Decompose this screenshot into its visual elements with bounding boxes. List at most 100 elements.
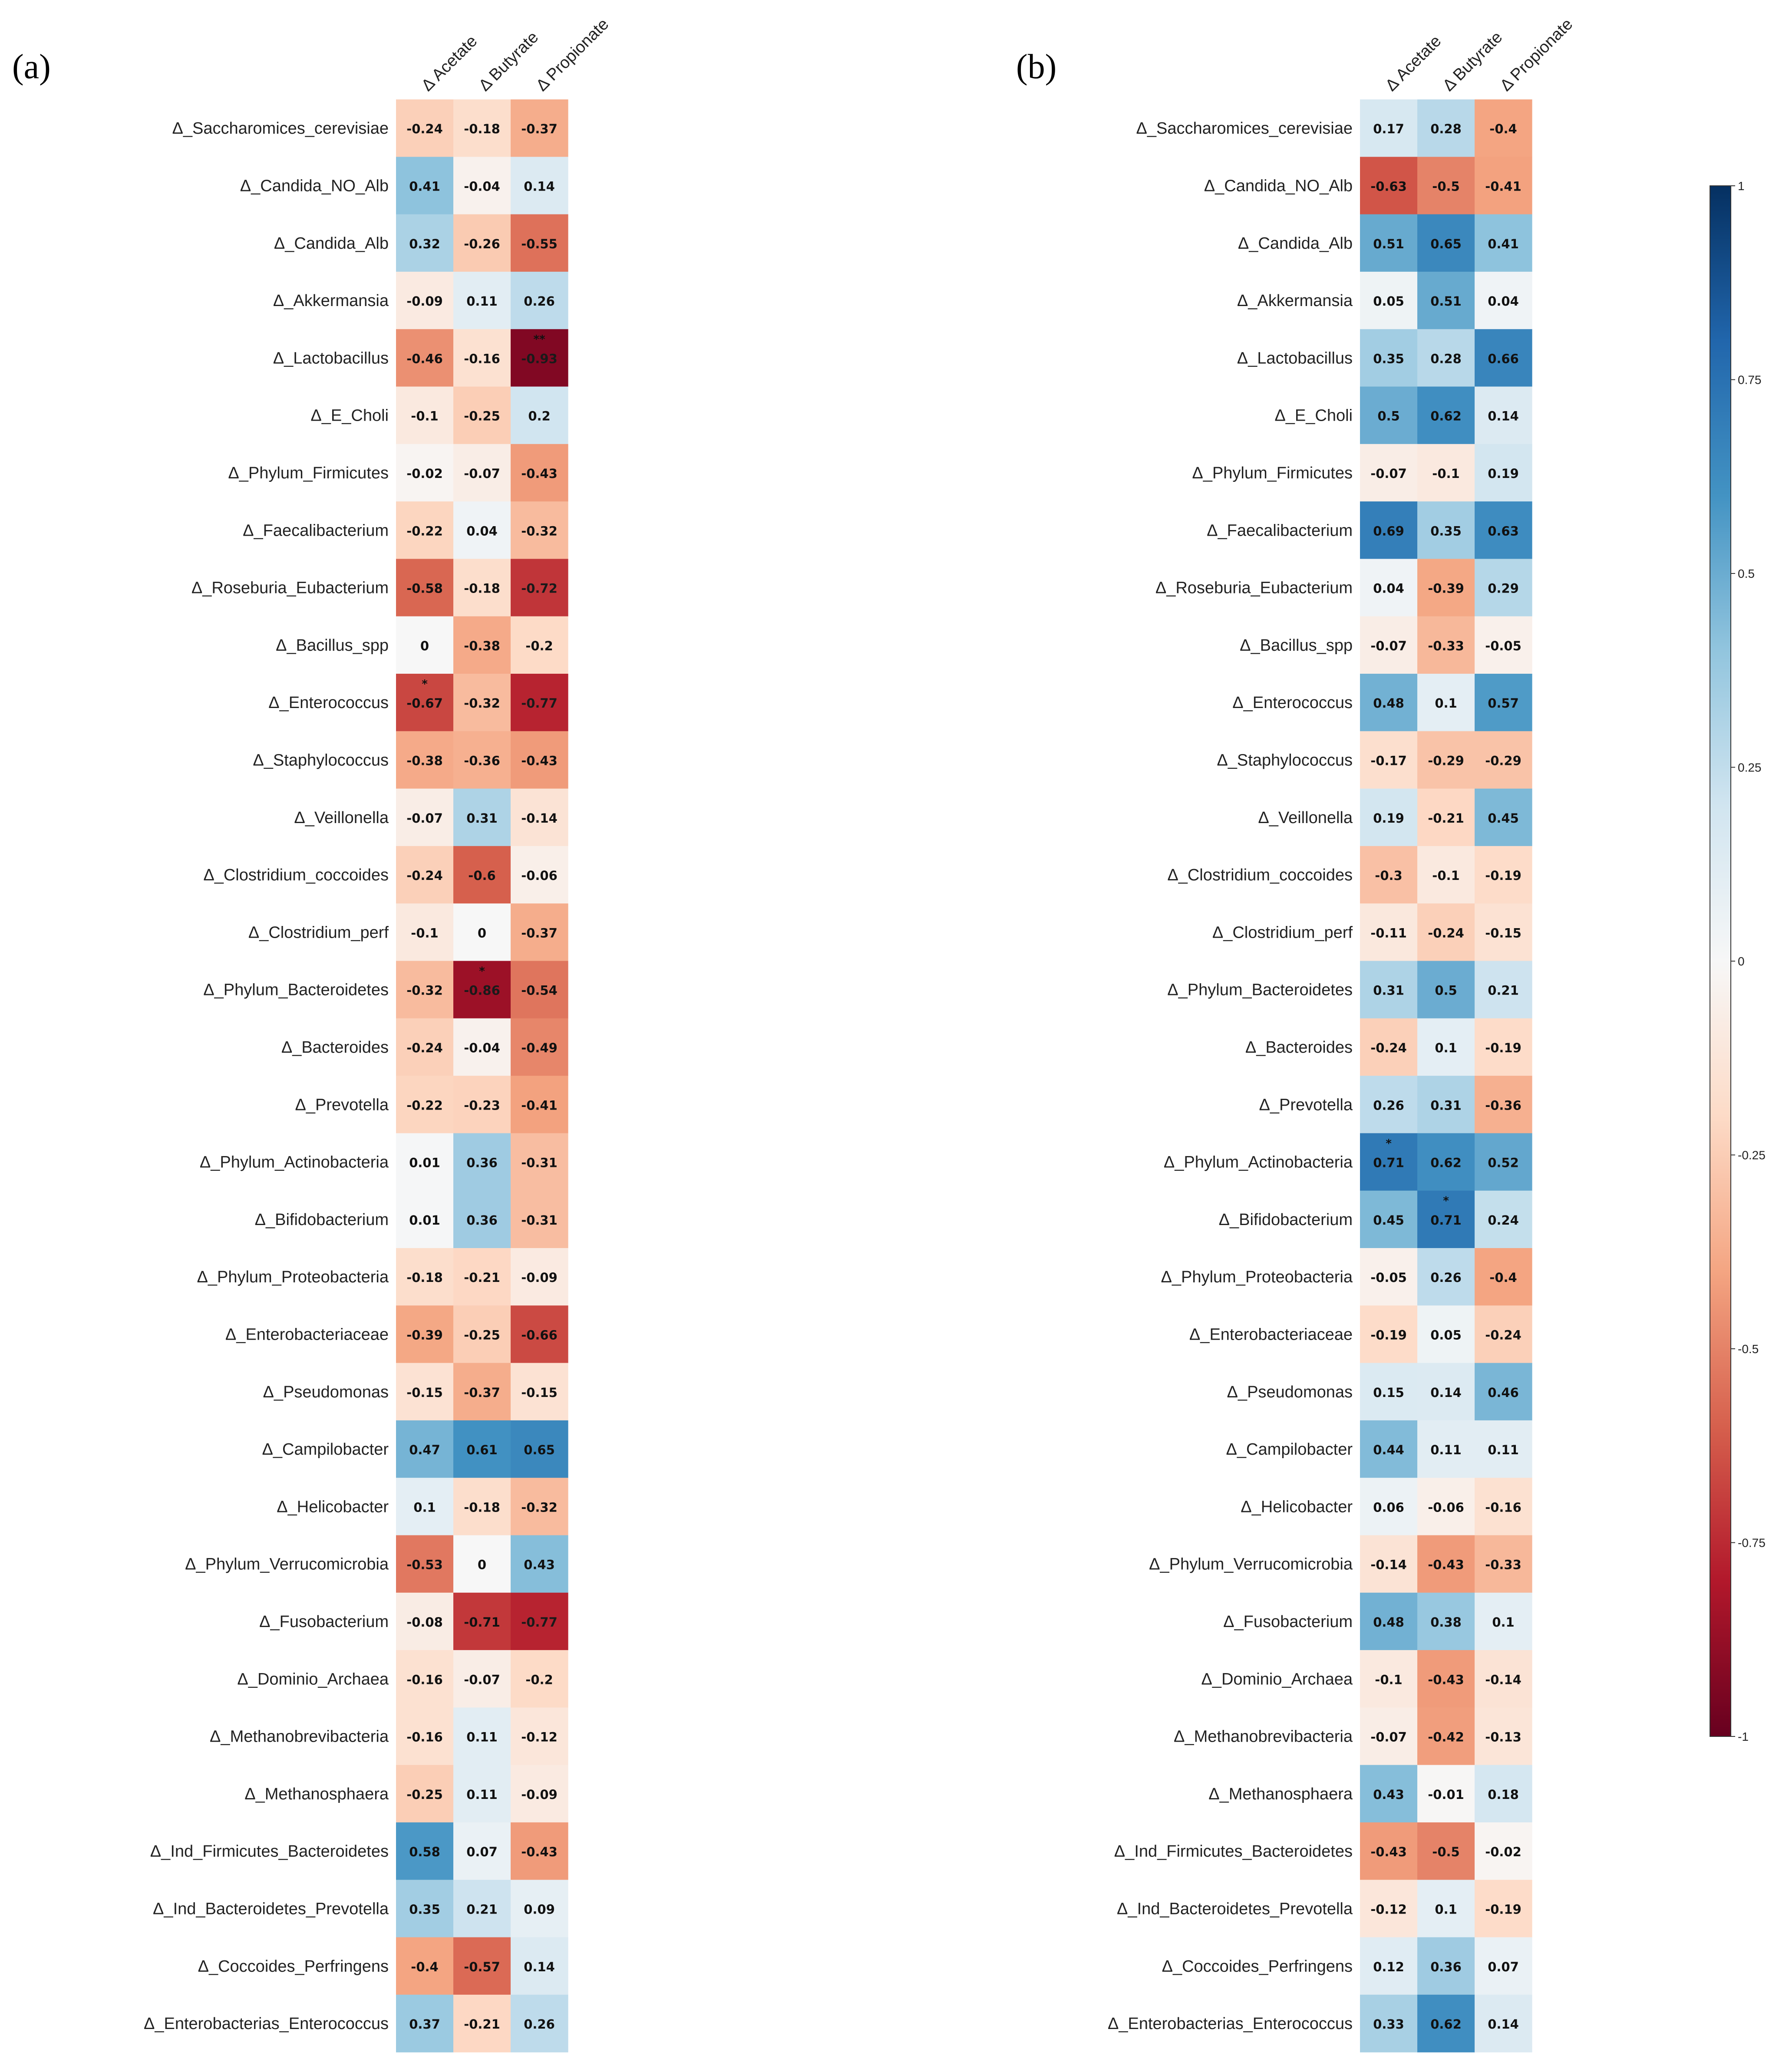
heatmap-cell [453,961,511,1019]
cell-value-label: 0.37 [409,2017,440,2032]
cell-value-label: -0.12 [1370,1902,1407,1917]
cell-value-label: -0.14 [521,811,558,826]
cell-value-label: -0.19 [1485,1041,1522,1055]
row-label: Δ_Enterococcus [1232,694,1353,712]
heatmap-cell [453,386,511,445]
cell-value-label: -0.24 [1370,1041,1407,1055]
heatmap-cell [396,386,454,445]
cell-value-label: 0.07 [466,1845,498,1859]
heatmap-cell [453,674,511,731]
heatmap-cell [1360,329,1418,387]
cell-value-label: 0.24 [1488,1213,1519,1228]
heatmap-cell [511,1650,568,1708]
row-label: Δ_Roseburia_Eubacterium [191,579,389,597]
heatmap-cell [396,674,454,731]
heatmap-cell [396,1707,454,1766]
cell-value-label: -0.72 [521,581,558,596]
row-label: Δ_Phylum_Bacteroidetes [1167,981,1353,999]
row-label: Δ_Bifidobacterium [1219,1211,1353,1229]
heatmap-cell [453,99,511,157]
heatmap-cell [1417,961,1475,1019]
heatmap-cell [396,1305,454,1364]
column-label: Δ Butyrate [1439,28,1506,95]
row-label: Δ_Bacillus_spp [1240,636,1353,655]
row-label: Δ_Candida_NO_Alb [240,177,389,195]
cell-value-label: -0.25 [406,1787,443,1802]
heatmap-cell [1475,731,1532,789]
heatmap-cell [1417,1592,1475,1650]
heatmap-cell [396,961,454,1019]
heatmap-cell [1475,903,1532,962]
heatmap-cell [453,1190,511,1248]
cell-value-label: -0.31 [521,1156,558,1170]
heatmap-cell [396,1190,454,1248]
cell-value-label: 0.1 [1435,1041,1457,1055]
cell-value-label: -0.21 [464,2017,500,2032]
heatmap-cell [396,559,454,617]
heatmap-cell [511,1535,568,1593]
row-label: Δ_Lactobacillus [1237,349,1353,367]
heatmap-cell [1475,1535,1532,1593]
cell-value-label: 0.35 [409,1902,440,1917]
heatmap-cell [1417,674,1475,731]
heatmap-cell [1417,1650,1475,1708]
heatmap-cell [396,731,454,789]
row-label: Δ_Saccharomices_cerevisiae [1136,119,1353,138]
heatmap-cell [396,329,454,387]
heatmap-cell [1417,329,1475,387]
row-label: Δ_Fusobacterium [259,1613,389,1631]
cell-value-label: -0.38 [464,639,500,653]
cell-value-label: -0.1 [1375,1672,1402,1687]
cell-value-label: 0.51 [1430,294,1462,309]
colorbar [1710,185,1731,1737]
heatmap-cell [511,99,568,157]
cell-value-label: -0.19 [1370,1328,1407,1342]
heatmap-cell [1417,559,1475,617]
heatmap-cell [396,1248,454,1306]
heatmap-cell [511,501,568,559]
cell-value-label: 0.41 [409,179,440,194]
cell-value-label: 0.62 [1430,1156,1462,1170]
cell-value-label: 0.71 [1373,1156,1404,1170]
row-label: Δ_Veillonella [1258,809,1353,827]
heatmap-cell [511,1190,568,1248]
heatmap-cell [511,271,568,329]
cell-value-label: 0.36 [466,1213,498,1228]
colorbar-tick-label: 0.75 [1738,373,1762,387]
row-label: Δ_Saccharomices_cerevisiae [172,119,389,138]
cell-value-label: -0.41 [1485,179,1522,194]
heatmap-cell [511,731,568,789]
heatmap-cell [1417,846,1475,904]
heatmap-cell [396,157,454,215]
heatmap-cell [396,1535,454,1593]
heatmap-cell [1475,99,1532,157]
heatmap-cell [1360,616,1418,674]
heatmap-cell [511,1822,568,1880]
heatmap-cell [511,961,568,1019]
cell-value-label: -0.04 [464,179,500,194]
heatmap-cell [1475,674,1532,731]
cell-value-label: -0.6 [468,868,495,883]
cell-value-label: 0 [478,1558,486,1572]
cell-value-label: -0.4 [1489,122,1517,136]
cell-value-label: 0.05 [1430,1328,1462,1342]
heatmap-cell [511,1765,568,1823]
column-label: Δ Butyrate [475,28,542,95]
row-label: Δ_E_Choli [310,407,389,425]
column-label: Δ Propionate [533,15,613,95]
cell-value-label: -0.71 [464,1615,500,1630]
heatmap-cell [396,788,454,847]
significance-mark: ** [533,333,545,346]
cell-value-label: 0.33 [1373,2017,1404,2032]
row-label: Δ_Enterococcus [268,694,389,712]
cell-value-label: 0.09 [524,1902,555,1917]
heatmap-cell [1360,1248,1418,1306]
heatmap-cell [511,1478,568,1536]
heatmap-cell [1360,1994,1418,2052]
heatmap-cell [396,1478,454,1536]
row-label: Δ_Fusobacterium [1223,1613,1353,1631]
cell-value-label: 0.2 [528,409,550,424]
row-label: Δ_Helicobacter [1241,1498,1353,1516]
heatmap-cell [396,1650,454,1708]
cell-value-label: -0.24 [406,1041,443,1055]
